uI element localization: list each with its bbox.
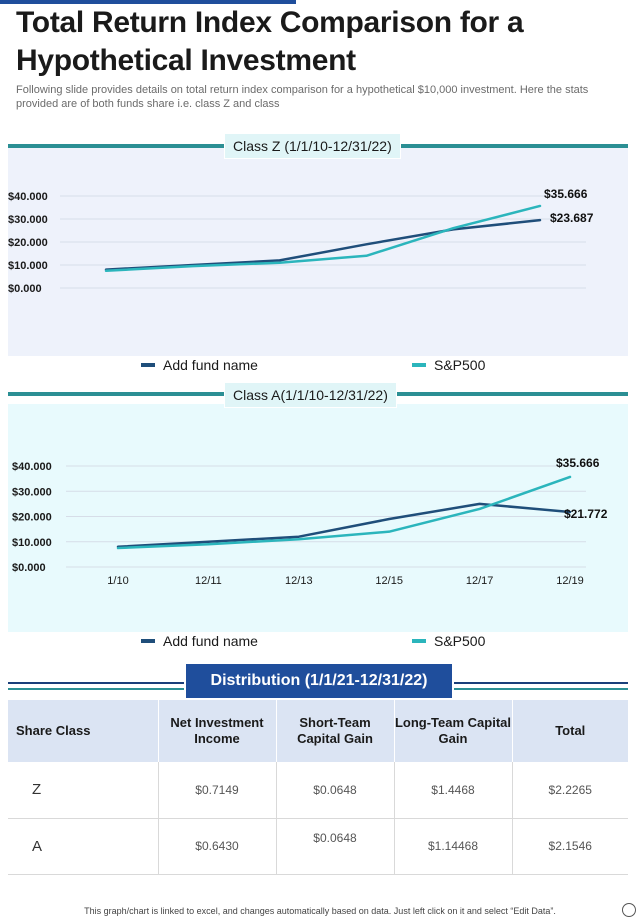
line-chart-class-a[interactable]: $0.000 $10.000 $20.000 $30.000 $40.000 1/10 12…: [0, 404, 640, 632]
class-z-series-line-fund: [104, 218, 542, 271]
class-a-y-tick-label: $10.000: [12, 537, 52, 549]
legend-label-fund: Add fund name: [163, 357, 258, 373]
table-row: A $0.6430 $0.0648 $1.14468 $2.1546: [8, 818, 628, 875]
header-share-class: Share Class: [8, 700, 159, 762]
cell-short-term-capital-gain: $0.0648: [276, 818, 395, 875]
class-a-x-tick-label: 1/10: [107, 575, 128, 587]
cell-value: $0.0648: [313, 831, 357, 845]
legend-label-fund: Add fund name: [163, 633, 258, 649]
class-a-data-label-fund: $21.772: [564, 507, 608, 521]
class-z-y-tick-label: $30.000: [8, 214, 48, 226]
cell-short-term-capital-gain: $0.0648: [276, 762, 395, 819]
cell-total: $2.1546: [512, 818, 628, 875]
legend-label-sp500: S&P500: [434, 357, 486, 373]
header-long-term-capital-gain: Long-Team Capital Gain: [394, 700, 513, 762]
cell-share-class: A: [8, 818, 159, 875]
class-a-series-line-fund: [116, 502, 572, 549]
legend-label-sp500: S&P500: [434, 633, 486, 649]
class-z-data-label-sp500: $35.666: [544, 187, 588, 201]
footnote: This graph/chart is linked to excel, and…: [84, 906, 556, 916]
class-a-y-tick-label: $0.000: [12, 562, 46, 574]
table-header-row: Share Class Net Investment Income Short-…: [8, 700, 628, 762]
chart-panel-class-z: [8, 146, 628, 356]
class-a-x-tick-label: 12/15: [375, 575, 403, 587]
page-subtitle: Following slide provides details on tota…: [16, 84, 589, 110]
line-chart-class-z[interactable]: $0.000 $10.000 $20.000 $30.000 $40.000 $35.66…: [0, 146, 640, 356]
cell-net-investment-income: $0.7149: [158, 762, 277, 819]
class-z-data-label-fund: $23.687: [550, 211, 594, 225]
cell-share-class: Z: [8, 762, 159, 819]
distribution-table: Share Class Net Investment Income Short-…: [8, 700, 628, 875]
class-a-y-tick-label: $20.000: [12, 512, 52, 524]
class-a-y-tick-label: $40.000: [12, 461, 52, 473]
class-a-x-tick-label: 12/13: [285, 575, 313, 587]
header-net-investment-income: Net Investment Income: [158, 700, 277, 762]
legend-swatch-fund: [141, 639, 155, 643]
class-z-y-tick-label: $20.000: [8, 237, 48, 249]
class-a-y-tick-label: $30.000: [12, 486, 52, 498]
legend-swatch-sp500: [412, 363, 426, 367]
top-accent-bar: [0, 0, 296, 4]
header-short-term-capital-gain: Short-Team Capital Gain: [276, 700, 395, 762]
legend-swatch-sp500: [412, 639, 426, 643]
page-title: Total Return Index Comparison for a Hypo…: [16, 6, 524, 77]
class-a-x-tick-label: 12/19: [556, 575, 584, 587]
chart-legend-class-z: Add fund name S&P500: [0, 356, 640, 376]
cell-net-investment-income: $0.6430: [158, 818, 277, 875]
cell-long-term-capital-gain: $1.14468: [394, 818, 513, 875]
class-a-x-tick-label: 12/17: [466, 575, 494, 587]
class-a-series-line-sp500: [116, 475, 572, 550]
table-row: Z $0.7149 $0.0648 $1.4468 $2.2265: [8, 762, 628, 819]
cell-long-term-capital-gain: $1.4468: [394, 762, 513, 819]
header-total: Total: [512, 700, 628, 762]
chart-title-class-z: Class Z (1/1/10-12/31/22): [224, 133, 401, 159]
class-a-data-label-sp500: $35.666: [556, 456, 600, 470]
class-z-y-tick-label: $10.000: [8, 260, 48, 272]
legend-swatch-fund: [141, 363, 155, 367]
cell-total: $2.2265: [512, 762, 628, 819]
class-z-y-tick-label: $40.000: [8, 191, 48, 203]
distribution-title: Distribution (1/1/21-12/31/22): [184, 662, 454, 700]
chart-title-class-a: Class A(1/1/10-12/31/22): [224, 382, 397, 408]
chart-panel-class-a: [8, 404, 628, 632]
circle-icon: [622, 903, 636, 917]
class-a-x-tick-label: 12/11: [195, 575, 222, 587]
chart-legend-class-a: Add fund name S&P500: [0, 632, 640, 652]
class-z-series-line-sp500: [104, 204, 542, 272]
class-z-y-tick-label: $0.000: [8, 283, 42, 295]
